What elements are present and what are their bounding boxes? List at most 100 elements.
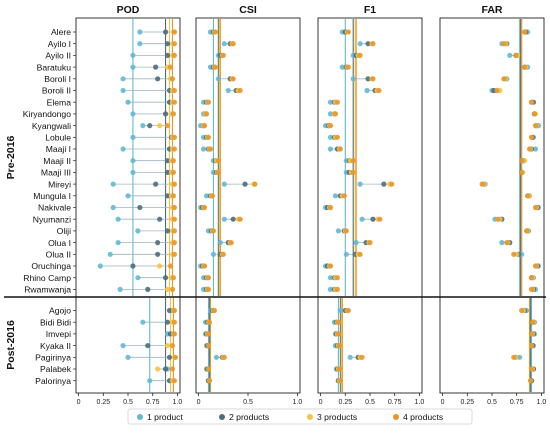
dot-boroli-ii-f1-4-products — [376, 87, 382, 94]
dot-olua-ii-pod-2-products — [155, 251, 161, 257]
dot-nyumanzi-far-4-products — [495, 216, 501, 222]
dot-boroli-ii-f1-1-product — [364, 87, 370, 94]
dot-oruchinga-far-4-products — [532, 263, 539, 269]
dot-palabek-csi-4-products — [205, 366, 212, 372]
dot-kyangwali-csi-4-products — [201, 123, 208, 129]
dot-olua-i-csi-4-products — [228, 240, 234, 246]
dot-olua-i-csi-1-product — [217, 240, 223, 246]
dot-kiryandongo-pod-2-products — [162, 111, 169, 117]
x-tick-label-pod-1: 0.25 — [96, 399, 110, 406]
dot-mungula-i-far-4-products — [524, 193, 531, 199]
dot-pagirinya-pod-4-products — [172, 354, 179, 360]
dot-nyumanzi-csi-4-products — [237, 216, 243, 222]
dot-lobule-far-4-products — [528, 134, 535, 140]
dot-boroli-i-csi-1-product — [215, 76, 221, 82]
dot-bidi-bidi-f1-4-products — [335, 319, 341, 325]
dot-bidi-bidi-csi-4-products — [206, 319, 213, 325]
dot-ayilo-i-f1-2-products — [365, 41, 371, 47]
dot-baratuku-f1-4-products — [345, 64, 351, 70]
panel-title-csi: CSI — [239, 4, 257, 16]
dot-agojo-f1-4-products — [345, 307, 351, 314]
dot-maaji-iii-pod-2-products — [164, 169, 171, 175]
dot-maaji-i-pod-1-product — [120, 146, 126, 152]
dot-boroli-ii-pod-4-products — [171, 87, 178, 94]
dot-lobule-f1-1-product — [327, 134, 334, 140]
dot-kiryandongo-pod-1-product — [130, 111, 136, 117]
dot-oruchinga-pod-4-products — [167, 263, 174, 269]
category-label-olua-ii: Olua II — [46, 250, 71, 260]
dot-maaji-iii-far-4-products — [519, 169, 525, 175]
dot-baratuku-f1-1-product — [339, 64, 345, 70]
dot-olua-ii-pod-4-products — [171, 251, 178, 257]
dot-agojo-pod-2-products — [166, 307, 173, 314]
dot-baratuku-pod-2-products — [153, 64, 159, 70]
dot-maaji-i-pod-4-products — [171, 146, 178, 152]
panel-frame-csi — [195, 17, 301, 394]
x-tick-label-pod-4: 1.0 — [173, 399, 183, 406]
dot-ayilo-ii-pod-4-products — [171, 52, 178, 59]
x-tick-label-f1-4: 1.0 — [415, 399, 425, 406]
dot-rhino-camp-pod-2-products — [162, 275, 169, 281]
category-label-maaji-i: Maaji I — [46, 144, 71, 154]
dot-ayilo-ii-far-1-product — [507, 52, 513, 59]
dot-maaji-i-csi-4-products — [207, 146, 214, 152]
dot-olua-i-far-1-product — [499, 240, 505, 246]
category-label-kiryandongo: Kiryandongo — [23, 109, 71, 119]
dot-nakivale-pod-2-products — [137, 204, 143, 211]
dot-bidi-bidi-pod-4-products — [171, 319, 178, 325]
dot-olua-ii-pod-1-product — [107, 251, 113, 257]
dot-oliji-pod-4-products — [171, 228, 178, 234]
x-tick-label-pod-3: 0.75 — [146, 399, 160, 406]
dot-rwamwanja-f1-1-product — [327, 286, 334, 292]
dot-boroli-i-pod-2-products — [155, 76, 161, 82]
dot-mungula-i-csi-4-products — [209, 193, 216, 199]
dot-baratuku-pod-4-products — [167, 64, 174, 70]
category-label-kyaka-ii: Kyaka II — [40, 341, 71, 351]
dot-boroli-ii-csi-4-products — [237, 87, 243, 94]
dot-boroli-i-pod-4-products — [169, 76, 176, 82]
dot-nyumanzi-pod-1-product — [115, 216, 121, 222]
dot-mungula-i-pod-2-products — [164, 193, 171, 199]
dot-oliji-csi-4-products — [210, 228, 217, 234]
legend-box — [127, 408, 473, 425]
category-label-oruchinga: Oruchinga — [31, 261, 71, 271]
dot-baratuku-far-4-products — [522, 64, 528, 70]
dot-olua-i-pod-4-products — [171, 240, 178, 246]
dot-maaji-i-far-4-products — [526, 146, 533, 152]
dot-rwamwanja-pod-1-product — [117, 286, 123, 292]
category-label-nyumanzi: Nyumanzi — [33, 214, 71, 224]
dot-rwamwanja-csi-4-products — [205, 286, 212, 292]
dot-mireyi-far-4-products — [479, 181, 485, 187]
dot-mireyi-pod-1-product — [110, 181, 116, 187]
legend-marker-1-product — [137, 414, 143, 420]
dot-agojo-f1-1-product — [337, 307, 343, 314]
dot-palabek-pod-3-products — [155, 366, 161, 372]
dot-maaji-ii-far-4-products — [519, 158, 525, 164]
dot-olua-ii-far-4-products — [511, 251, 517, 257]
dot-nyumanzi-csi-2-products — [230, 216, 236, 222]
dot-elema-pod-1-product — [125, 99, 131, 105]
dot-oliji-far-4-products — [523, 228, 530, 234]
dot-olua-ii-csi-4-products — [220, 251, 226, 257]
dot-mireyi-pod-2-products — [153, 181, 159, 187]
dot-mireyi-f1-1-product — [357, 181, 363, 187]
dot-kyaka-ii-pod-3-products — [164, 343, 171, 349]
dot-olua-ii-f1-1-product — [343, 251, 349, 257]
dot-oliji-pod-1-product — [135, 228, 141, 234]
dot-pagirinya-f1-1-product — [347, 354, 353, 360]
dot-nyumanzi-f1-1-product — [359, 216, 365, 222]
x-tick-label-f1-2: 0.5 — [365, 399, 375, 406]
dot-rhino-camp-far-4-products — [528, 275, 535, 281]
dot-kyaka-ii-f1-4-products — [336, 343, 342, 349]
dot-nyumanzi-f1-2-products — [370, 216, 376, 222]
dot-maaji-ii-f1-4-products — [350, 158, 356, 164]
dot-imvepi-csi-4-products — [205, 331, 212, 337]
dot-kyaka-ii-pod-2-products — [145, 343, 151, 349]
category-label-mungula-i: Mungula I — [33, 191, 71, 201]
dot-ayilo-i-f1-1-product — [357, 41, 363, 47]
dot-palorinya-pod-4-products — [171, 378, 178, 384]
dot-kyangwali-far-4-products — [532, 123, 539, 129]
dot-mungula-i-csi-1-product — [203, 193, 210, 199]
dot-boroli-i-f1-1-product — [350, 76, 356, 82]
